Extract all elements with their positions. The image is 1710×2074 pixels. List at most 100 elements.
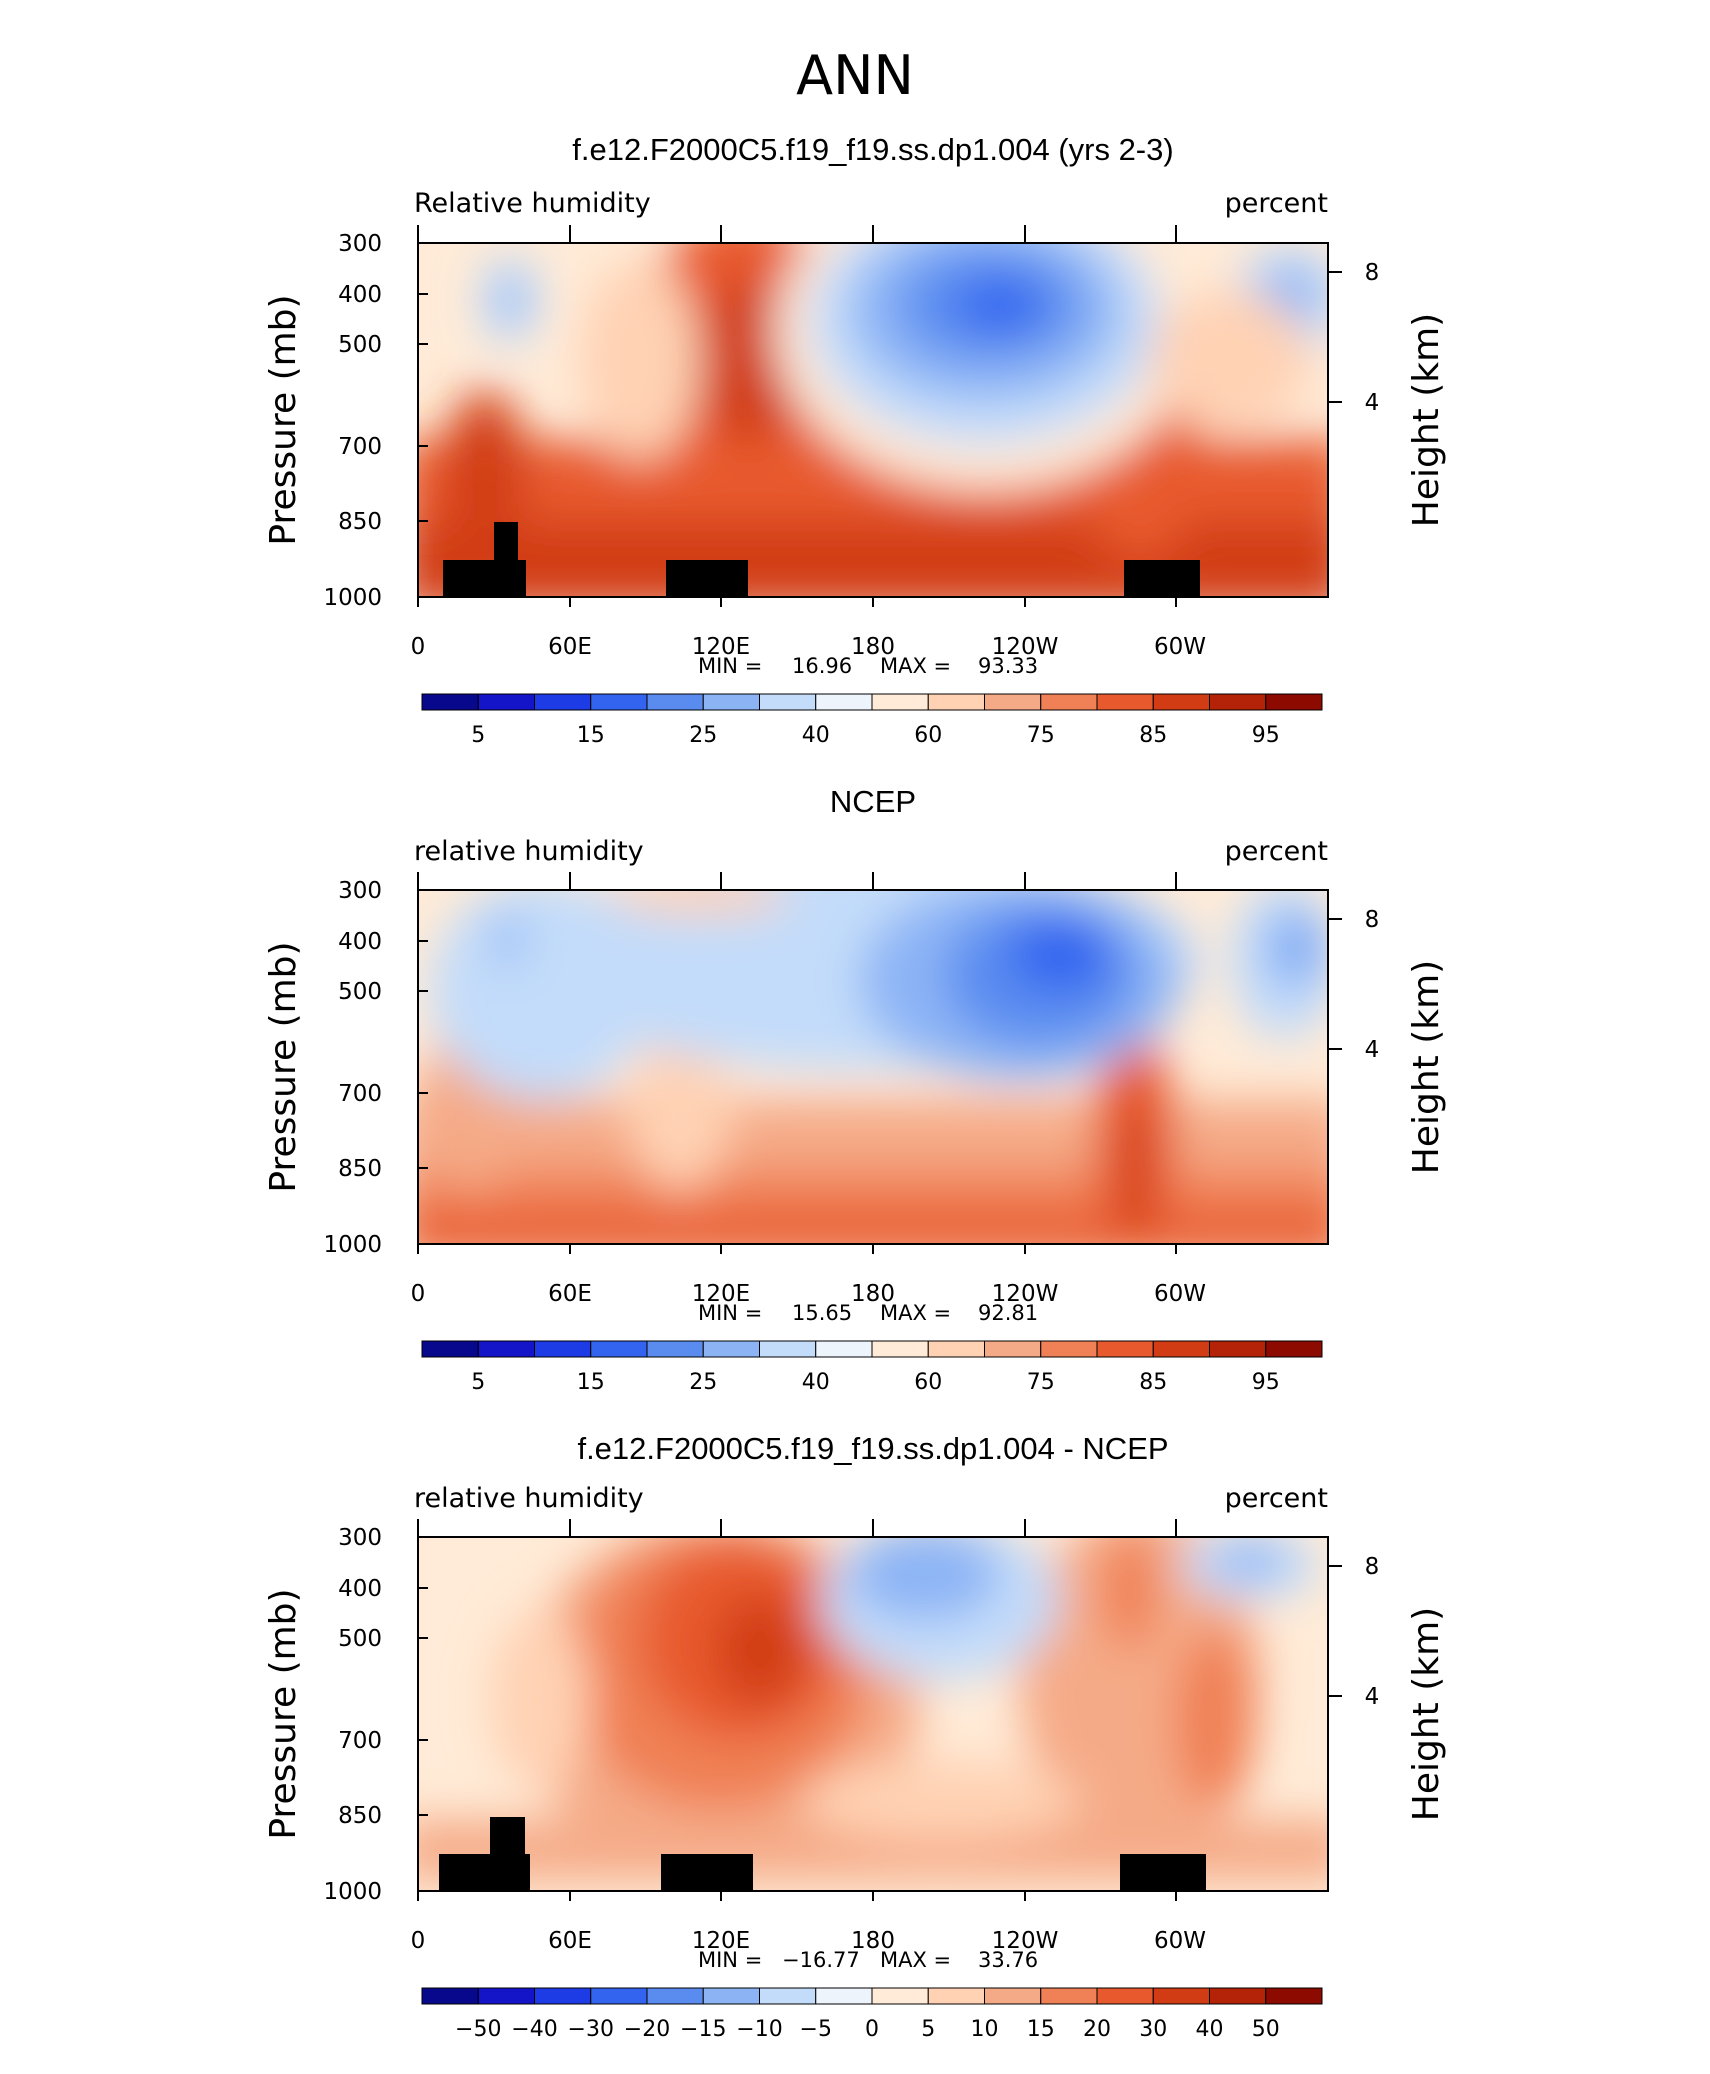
colorbar-swatch — [702, 1987, 760, 2005]
colorbar-swatch — [759, 1987, 817, 2005]
colorbar-label: 25 — [689, 1370, 717, 1395]
y2-tick-label: 8 — [1365, 260, 1380, 286]
colorbar-swatch — [1040, 1987, 1098, 2005]
variable-label: relative humidity — [414, 836, 644, 867]
topography-block — [494, 522, 518, 597]
y-tick-label: 300 — [338, 1525, 382, 1551]
colorbar-swatch — [871, 1340, 929, 1358]
colorbar-label: 60 — [914, 723, 942, 748]
y-axis-title: Pressure (mb) — [263, 1588, 304, 1839]
colorbar-swatch — [534, 1987, 592, 2005]
colorbar-label: 5 — [471, 723, 485, 748]
figure-title: ANN — [796, 44, 914, 107]
min-label: MIN = — [698, 1301, 762, 1325]
units-label: percent — [1225, 836, 1328, 867]
colorbar-swatch — [1096, 693, 1154, 711]
colorbar-label: 95 — [1252, 1370, 1280, 1395]
colorbar-label: 85 — [1139, 1370, 1167, 1395]
y-tick-label: 400 — [338, 282, 382, 308]
colorbar-label: 20 — [1083, 2017, 1111, 2042]
colorbar-swatch — [702, 1340, 760, 1358]
x-tick-label: 120E — [692, 1928, 750, 1954]
colorbar-label: 40 — [802, 1370, 830, 1395]
colorbar-label: 25 — [689, 723, 717, 748]
x-tick-label: 60W — [1154, 634, 1206, 660]
y-tick-label: 400 — [338, 929, 382, 955]
colorbar-swatch — [1265, 1987, 1323, 2005]
x-tick-label: 120W — [992, 1928, 1059, 1954]
colorbar-swatch — [646, 1987, 704, 2005]
x-tick-label: 60E — [548, 634, 592, 660]
field-region — [580, 260, 700, 460]
colorbar-swatch — [702, 693, 760, 711]
colorbar-label: 5 — [921, 2017, 935, 2042]
y-tick-label: 700 — [338, 1081, 382, 1107]
colorbar-swatch — [534, 1340, 592, 1358]
field-region — [1010, 920, 1110, 990]
colorbar-swatch — [590, 1987, 648, 2005]
y2-tick-label: 4 — [1365, 1037, 1380, 1063]
colorbar-swatch — [421, 1987, 479, 2005]
y-tick-label: 1000 — [323, 1232, 382, 1258]
y2-axis-title: Height (km) — [1406, 313, 1447, 527]
y-tick-label: 300 — [338, 878, 382, 904]
max-label: MAX = — [880, 1301, 951, 1325]
colorbar-swatch — [1265, 1340, 1323, 1358]
field-region — [418, 1215, 1328, 1244]
panel-difference: f.e12.F2000C5.f19_f19.ss.dp1.004 - NCEP … — [263, 1431, 1447, 2042]
y-tick-label: 300 — [338, 231, 382, 257]
max-value: 92.81 — [978, 1301, 1038, 1325]
colorbar-swatch — [646, 1340, 704, 1358]
colorbar-swatch — [1152, 1987, 1210, 2005]
colorbar-swatch — [871, 693, 929, 711]
field-region — [1150, 290, 1310, 430]
colorbar-label: 60 — [914, 1370, 942, 1395]
colorbar-label: 10 — [971, 2017, 999, 2042]
colorbar-swatch — [815, 1340, 873, 1358]
min-max-readout: MIN = 16.96 MAX = 93.33 — [698, 654, 1038, 678]
colorbar-label: 85 — [1139, 723, 1167, 748]
topography-block — [1124, 560, 1200, 597]
colorbar-label: −15 — [680, 2017, 726, 2042]
colorbar: −50 −40 −30 −20 −15 −10 −5 0 5 10 15 20 30 40 50 — [421, 1987, 1323, 2042]
colorbar-swatch — [590, 693, 648, 711]
y-axis-right: 8 4 Height (km) — [1328, 1554, 1447, 1821]
y-axis-right: 8 4 Height (km) — [1328, 907, 1447, 1174]
x-tick-label: 120E — [692, 1281, 750, 1307]
colorbar-swatch — [477, 1340, 535, 1358]
colorbar-swatch — [984, 693, 1042, 711]
y-axis-right: 8 4 Height (km) — [1328, 260, 1447, 527]
field-region — [715, 1595, 805, 1705]
field-region — [496, 278, 524, 322]
x-axis: 0 60E 120E 180 120W 60W — [411, 872, 1206, 1307]
colorbar-label: 15 — [577, 723, 605, 748]
colorbar-swatch — [477, 1987, 535, 2005]
colorbar-label: 75 — [1027, 723, 1055, 748]
y-tick-label: 700 — [338, 434, 382, 460]
min-max-readout: MIN = −16.77 MAX = 33.76 — [698, 1948, 1038, 1972]
colorbar-label: 75 — [1027, 1370, 1055, 1395]
colorbar-label: 40 — [802, 723, 830, 748]
x-tick-label: 60W — [1154, 1281, 1206, 1307]
field-region — [1102, 1537, 1158, 1650]
field-region — [960, 279, 1040, 331]
field-region — [1175, 1630, 1255, 1810]
field-region — [1286, 928, 1314, 952]
colorbar-label: 50 — [1252, 2017, 1280, 2042]
x-tick-label: 120W — [992, 1281, 1059, 1307]
y-tick-label: 500 — [338, 332, 382, 358]
colorbar-label: −5 — [800, 2017, 832, 2042]
colorbar-swatch — [984, 1340, 1042, 1358]
x-tick-label: 180 — [851, 1928, 895, 1954]
colorbar-label: 40 — [1196, 2017, 1224, 2042]
colorbar-label: 0 — [865, 2017, 879, 2042]
min-label: MIN = — [698, 1948, 762, 1972]
x-tick-label: 0 — [411, 634, 426, 660]
max-label: MAX = — [880, 1948, 951, 1972]
colorbar-label: −40 — [511, 2017, 557, 2042]
colorbar-label: 5 — [471, 1370, 485, 1395]
colorbar-label: 95 — [1252, 723, 1280, 748]
y2-tick-label: 8 — [1365, 907, 1380, 933]
colorbar-swatch — [1209, 1340, 1267, 1358]
colorbar-label: 30 — [1139, 2017, 1167, 2042]
